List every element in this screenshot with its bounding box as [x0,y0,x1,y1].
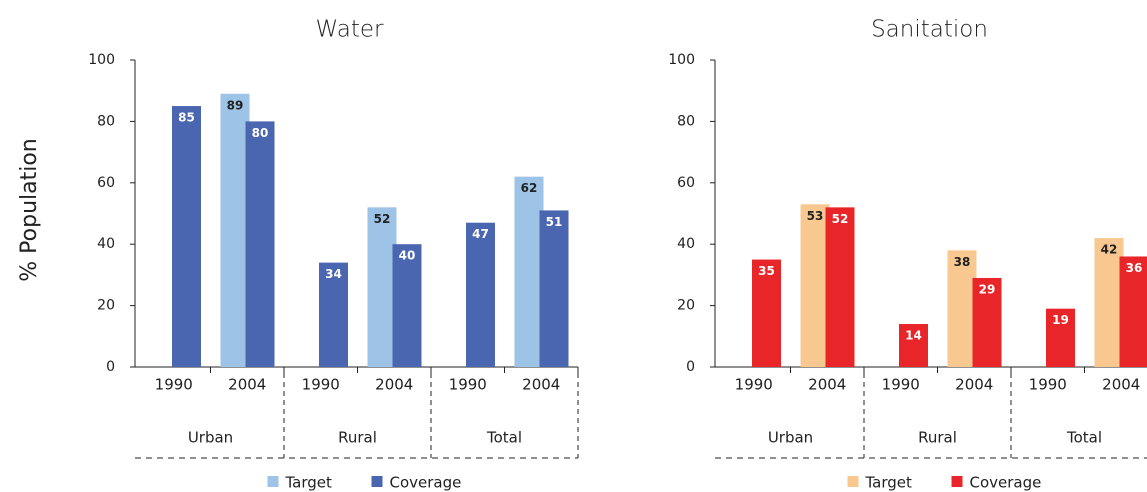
value-label: 47 [472,227,489,241]
x-tick-label: 1990 [302,376,340,394]
value-label: 80 [252,126,269,140]
chart-title: Water [316,17,385,43]
value-label: 35 [758,264,775,278]
x-tick-label: 1990 [449,376,487,394]
x-tick-label: 2004 [375,376,413,394]
bar [825,207,855,367]
bar [1094,238,1124,367]
bar [514,176,544,367]
x-tick-label: 1990 [735,376,773,394]
legend-label: Coverage [390,474,462,492]
legend-label: Target [285,474,333,492]
bar [800,204,830,367]
bar [972,277,1002,367]
bar [172,106,201,368]
bar [1119,256,1147,367]
y-tick-label: 40 [97,236,115,252]
bar [319,262,348,367]
group-label: Urban [768,429,813,447]
value-label: 29 [979,282,996,296]
value-label: 85 [178,111,195,125]
y-tick-label: 60 [97,175,115,191]
bar [466,222,495,367]
value-label: 52 [832,212,849,226]
x-tick-label: 1990 [882,376,920,394]
x-tick-label: 2004 [955,376,993,394]
group-label: Urban [188,429,233,447]
bar [245,121,275,368]
value-label: 51 [546,215,563,229]
y-tick-label: 80 [677,113,695,129]
legend-swatch [371,476,383,487]
y-tick-label: 20 [97,298,115,314]
legend-swatch [847,476,859,487]
x-tick-label: 2004 [522,376,560,394]
y-tick-label: 80 [97,113,115,129]
y-tick-label: 0 [686,359,695,375]
y-tick-label: 0 [106,359,115,375]
value-label: 42 [1101,243,1118,257]
group-label: Rural [918,429,957,447]
legend-swatch [951,476,963,487]
bar [367,207,397,367]
y-tick-label: 60 [677,175,695,191]
value-label: 53 [807,209,824,223]
bar [752,259,781,367]
chart-title: Sanitation [871,17,988,43]
group-label: Rural [338,429,377,447]
bar [392,244,422,367]
x-tick-label: 2004 [228,376,266,394]
value-label: 14 [905,329,922,343]
value-label: 40 [399,249,416,263]
x-tick-label: 2004 [808,376,846,394]
y-tick-label: 100 [88,52,115,68]
bar [899,324,928,367]
y-tick-label: 40 [677,236,695,252]
value-label: 38 [954,255,971,269]
value-label: 52 [374,212,391,226]
legend-swatch [267,476,279,487]
y-tick-label: 100 [668,52,695,68]
value-label: 36 [1126,261,1143,275]
legend-label: Coverage [970,474,1042,492]
x-tick-label: 2004 [1102,376,1140,394]
x-tick-label: 1990 [1029,376,1067,394]
y-axis-label: % Population [17,138,42,281]
bar [539,210,569,367]
group-label: Total [486,429,522,447]
legend-label: Target [865,474,913,492]
y-tick-label: 20 [677,298,695,314]
value-label: 34 [325,267,342,281]
bar [947,250,977,367]
value-label: 62 [521,181,538,195]
x-tick-label: 1990 [155,376,193,394]
value-label: 89 [227,98,244,112]
value-label: 19 [1052,313,1069,327]
group-label: Total [1066,429,1102,447]
bar [1046,308,1075,367]
bar [220,93,250,368]
